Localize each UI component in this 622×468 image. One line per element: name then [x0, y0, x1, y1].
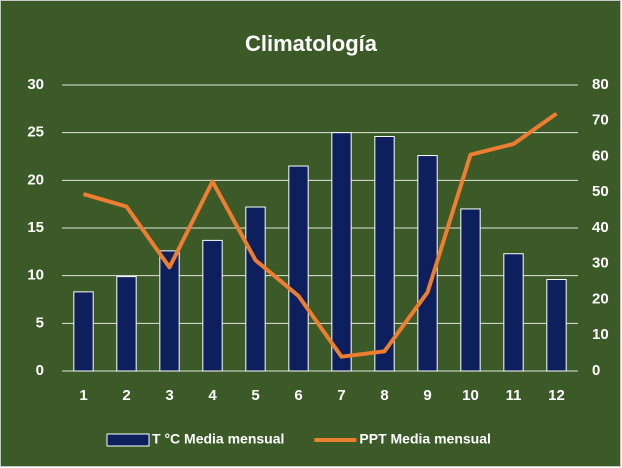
x-tick-label: 8 [380, 387, 388, 404]
x-tick-label: 12 [548, 387, 565, 404]
y-tick-label: 25 [27, 124, 44, 141]
y2-tick-label: 0 [592, 362, 600, 379]
bar [288, 165, 309, 372]
y2-tick-label: 10 [592, 326, 609, 343]
y-tick-label: 30 [27, 76, 44, 93]
x-tick-label: 4 [208, 387, 217, 404]
line [82, 111, 558, 359]
x-tick-label: 7 [337, 387, 345, 404]
chart-title: Climatología [245, 31, 378, 56]
bar [159, 250, 180, 372]
y-tick-label: 0 [36, 362, 44, 379]
legend-label: PPT Media mensual [359, 431, 490, 447]
x-tick-label: 9 [423, 387, 431, 404]
y2-tick-label: 60 [592, 147, 609, 164]
bar [73, 291, 94, 372]
bar [503, 253, 524, 372]
legend-label: T °C Media mensual [152, 431, 284, 447]
y2-tick-label: 50 [592, 183, 609, 200]
x-tick-label: 11 [506, 387, 522, 404]
bar [374, 135, 395, 372]
y-tick-label: 5 [36, 314, 44, 331]
y-tick-label: 15 [27, 219, 44, 236]
bar [417, 155, 438, 372]
y-tick-label: 20 [27, 171, 44, 188]
y2-tick-label: 30 [592, 255, 609, 272]
bar [331, 132, 352, 372]
y2-tick-label: 80 [592, 76, 609, 93]
bar [245, 206, 266, 372]
bar [202, 239, 223, 372]
y-tick-label: 10 [27, 267, 44, 284]
x-tick-label: 6 [294, 387, 302, 404]
x-tick-label: 1 [79, 387, 87, 404]
x-tick-label: 2 [122, 387, 130, 404]
bar [546, 278, 567, 372]
bar [460, 208, 481, 372]
y2-tick-label: 20 [592, 290, 609, 307]
x-tick-label: 5 [251, 387, 259, 404]
y2-tick-label: 70 [592, 112, 609, 129]
legend-swatch [106, 433, 150, 447]
x-tick-label: 10 [462, 387, 479, 404]
bar [116, 276, 137, 372]
x-tick-label: 3 [165, 387, 173, 404]
y2-tick-label: 40 [592, 219, 609, 236]
